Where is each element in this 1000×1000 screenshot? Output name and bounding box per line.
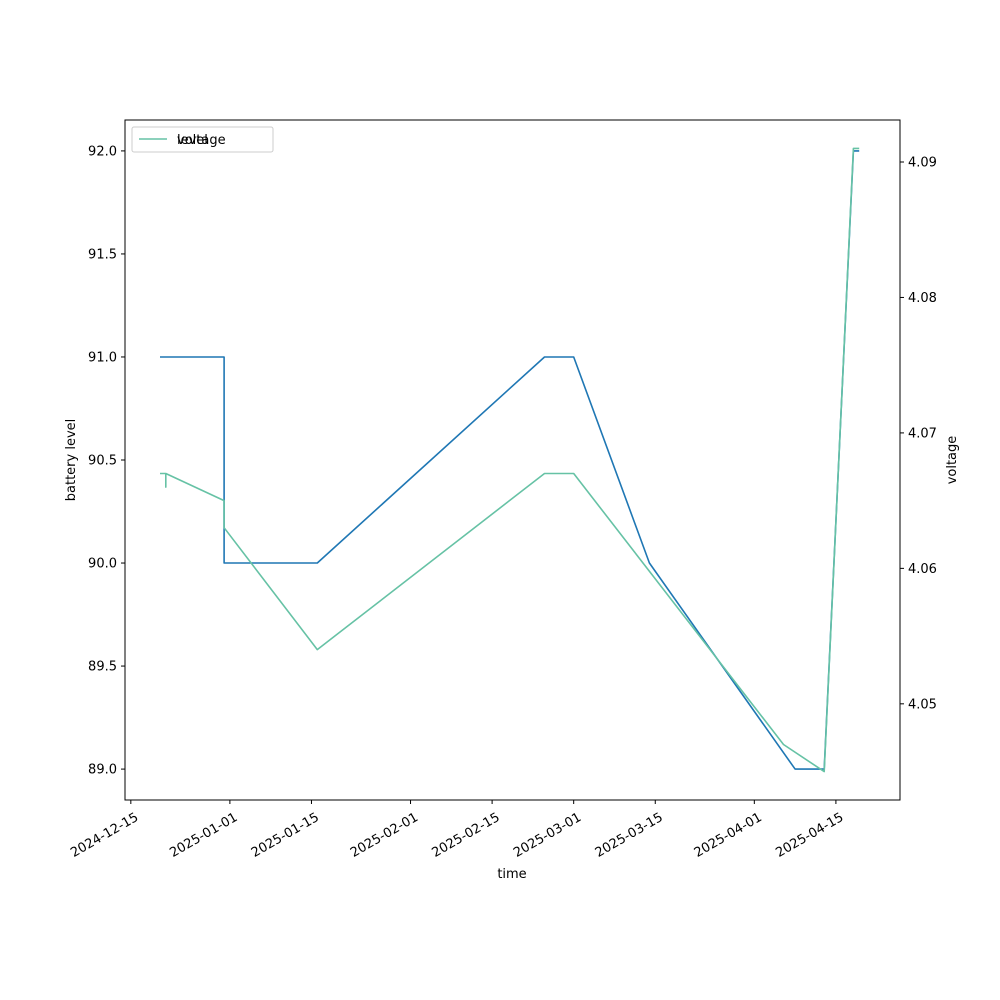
y-right-tick-label: 4.08 xyxy=(908,291,937,306)
series-line-voltage xyxy=(160,147,860,773)
y-axis-right-label: voltage xyxy=(945,436,960,485)
x-tick-label: 2025-02-15 xyxy=(430,810,503,861)
x-tick-label: 2025-03-01 xyxy=(511,810,584,861)
y-axis-right: 4.05 4.06 4.07 4.08 4.09 xyxy=(900,155,937,712)
x-tick-label: 2025-01-01 xyxy=(167,810,240,861)
y-axis-left: 89.0 89.5 90.0 90.5 91.0 91.5 92.0 xyxy=(88,144,125,778)
legend: level voltage xyxy=(131,126,274,153)
y-right-tick-label: 4.06 xyxy=(908,562,937,577)
legend-box xyxy=(131,126,274,153)
x-tick-label: 2025-02-01 xyxy=(348,810,421,861)
y-left-tick-label: 91.0 xyxy=(88,350,117,365)
series-layer xyxy=(160,147,860,773)
y-left-tick-label: 89.0 xyxy=(88,763,117,778)
x-tick-label: 2025-03-15 xyxy=(593,810,666,861)
y-right-tick-label: 4.09 xyxy=(908,155,937,170)
legend-level-label: voltage xyxy=(177,133,226,148)
x-tick-label: 2025-04-01 xyxy=(692,810,765,861)
y-right-tick-label: 4.07 xyxy=(908,426,937,441)
x-axis: 2024-12-15 2025-01-01 2025-01-15 2025-02-01… xyxy=(68,800,846,861)
y-right-tick-label: 4.05 xyxy=(908,697,937,712)
x-tick-label: 2025-04-15 xyxy=(773,810,846,861)
y-left-tick-label: 89.5 xyxy=(88,660,117,675)
y-left-tick-label: 90.5 xyxy=(88,454,117,469)
legend-voltage-label: level xyxy=(177,133,208,148)
y-left-tick-label: 91.5 xyxy=(88,247,117,262)
x-tick-label: 2025-01-15 xyxy=(249,810,322,861)
y-left-tick-label: 90.0 xyxy=(88,557,117,572)
y-axis-left-label: battery level xyxy=(64,419,79,502)
x-tick-label: 2024-12-15 xyxy=(68,810,141,861)
y-left-tick-label: 92.0 xyxy=(88,144,117,159)
x-axis-label: time xyxy=(497,867,526,882)
plot-area xyxy=(125,120,900,800)
